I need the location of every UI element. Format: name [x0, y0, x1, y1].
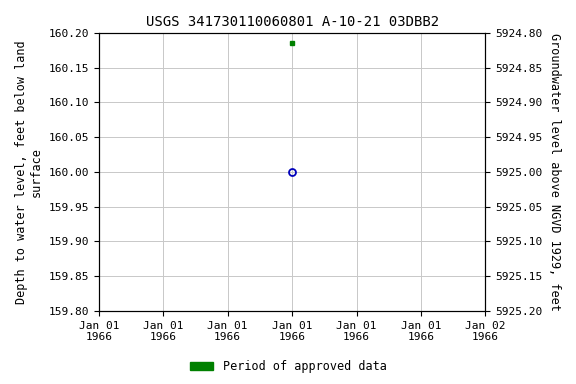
Y-axis label: Depth to water level, feet below land
surface: Depth to water level, feet below land su… [15, 40, 43, 304]
Legend: Period of approved data: Period of approved data [185, 356, 391, 378]
Y-axis label: Groundwater level above NGVD 1929, feet: Groundwater level above NGVD 1929, feet [548, 33, 561, 311]
Title: USGS 341730110060801 A-10-21 03DBB2: USGS 341730110060801 A-10-21 03DBB2 [146, 15, 439, 29]
